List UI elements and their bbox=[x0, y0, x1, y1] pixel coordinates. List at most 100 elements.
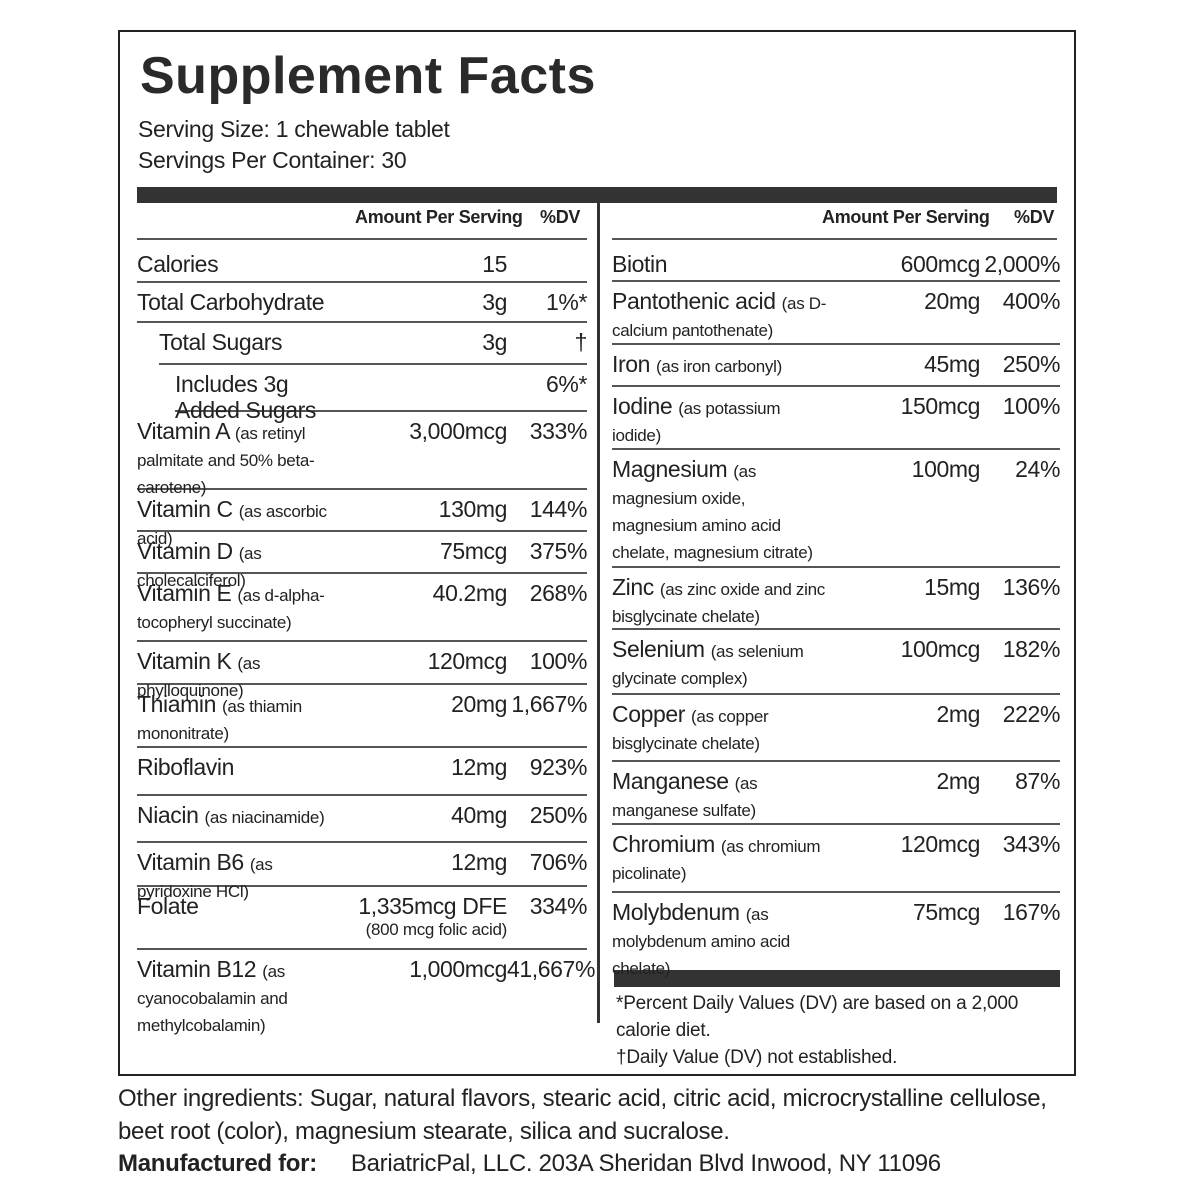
amount-cell: 1,000mcg bbox=[337, 956, 507, 982]
nutrient-cell: Vitamin E (as d-alpha-tocopheryl succina… bbox=[137, 580, 337, 634]
dv-cell: 706% bbox=[507, 849, 588, 875]
nutrient-source: (as magnesium oxide, magnesium amino aci… bbox=[612, 462, 813, 562]
daily-value: 2,000% bbox=[984, 251, 1060, 277]
amount: 40mg bbox=[451, 802, 507, 828]
dv-cell: 375% bbox=[507, 538, 588, 564]
amount-cell: 130mg bbox=[337, 496, 508, 522]
amount-cell: 12mg bbox=[337, 849, 507, 875]
nutrient-name: Biotin bbox=[612, 251, 668, 277]
nutrient-name: Iron bbox=[612, 351, 651, 377]
amount: 100mcg bbox=[900, 636, 981, 662]
nutrient-row: Copper (as copper bisglycinate chelate) 2… bbox=[612, 695, 1060, 762]
nutrient-source: (as molybdenum amino acid chelate) bbox=[612, 905, 790, 978]
daily-value: 144% bbox=[529, 496, 588, 522]
nutrient-cell: Chromium (as chromium picolinate) bbox=[612, 831, 830, 885]
nutrient-name: Niacin bbox=[137, 802, 199, 828]
thick-rule bbox=[614, 970, 1060, 987]
nutrient-cell: Thiamin (as thiamin mononitrate) bbox=[137, 691, 337, 745]
nutrient-source: (as cyanocobalamin and methylcobalamin) bbox=[137, 962, 288, 1035]
thick-rule bbox=[137, 187, 1057, 203]
amount-cell: 1,335mcg DFE (800 mcg folic acid) bbox=[337, 893, 507, 941]
nutrient-source: (as copper bisglycinate chelate) bbox=[612, 707, 769, 753]
daily-value: 334% bbox=[529, 893, 588, 919]
nutrient-source: (as iron carbonyl) bbox=[656, 357, 782, 376]
daily-value: 41,667% bbox=[507, 956, 595, 982]
daily-value: 167% bbox=[1002, 899, 1061, 925]
header-amount: Amount Per Serving bbox=[355, 207, 523, 227]
amount-cell: 12mg bbox=[337, 754, 507, 780]
dv-cell: 333% bbox=[507, 418, 588, 444]
nutrient-row: Pantothenic acid (as D-calcium pantothen… bbox=[612, 282, 1060, 345]
daily-value: 250% bbox=[1002, 351, 1061, 377]
daily-value: 250% bbox=[529, 802, 588, 828]
header-rule bbox=[137, 238, 587, 240]
daily-value: 100% bbox=[1002, 393, 1061, 419]
daily-value: 1%* bbox=[546, 289, 587, 315]
nutrient-name: Zinc bbox=[612, 574, 654, 600]
nutrient-row: Manganese (as manganese sulfate) 2mg 87% bbox=[612, 762, 1060, 825]
nutrient-cell: Zinc (as zinc oxide and zinc bisglycinat… bbox=[612, 574, 830, 628]
servings-per-container: Servings Per Container: 30 bbox=[138, 147, 407, 173]
nutrient-row: Niacin (as niacinamide) 40mg 250% bbox=[137, 796, 587, 843]
nutrient-row: Iodine (as potassium iodide) 150mcg 100% bbox=[612, 387, 1060, 450]
amount: 120mcg bbox=[427, 648, 508, 674]
column-divider bbox=[597, 203, 600, 1023]
amount: 15mg bbox=[924, 574, 980, 600]
nutrient-cell: Manganese (as manganese sulfate) bbox=[612, 768, 830, 822]
nutrient-cell: Magnesium (as magnesium oxide, magnesium… bbox=[612, 456, 830, 564]
nutrient-cell: Vitamin C (as ascorbic acid) bbox=[137, 496, 337, 550]
nutrient-row: Vitamin K (as phylloquinone) 120mcg 100% bbox=[137, 642, 587, 700]
nutrient-cell: Copper (as copper bisglycinate chelate) bbox=[612, 701, 830, 755]
nutrient-name: Folate bbox=[137, 893, 199, 919]
nutrient-name: Iodine bbox=[612, 393, 673, 419]
amount-cell: 2mg bbox=[830, 768, 980, 794]
dv-cell: 100% bbox=[980, 393, 1061, 419]
amount-cell: 20mg bbox=[830, 288, 980, 314]
nutrient-name: Vitamin C bbox=[137, 496, 233, 522]
nutrient-row: Vitamin B12 (as cyanocobalamin and methy… bbox=[137, 950, 595, 1035]
dv-cell: 250% bbox=[507, 802, 588, 828]
nutrient-name: Calories bbox=[137, 251, 219, 277]
nutrient-source: (as manganese sulfate) bbox=[612, 774, 758, 820]
amount: 75mcg bbox=[439, 538, 507, 564]
nutrient-source: (as d-alpha-tocopheryl succinate) bbox=[137, 586, 325, 632]
daily-value: 6%* bbox=[546, 371, 587, 397]
nutrient-cell: Selenium (as selenium glycinate complex) bbox=[612, 636, 830, 690]
nutrient-cell: Folate bbox=[137, 893, 337, 919]
nutrient-row: Chromium (as chromium picolinate) 120mcg 3… bbox=[612, 825, 1060, 893]
nutrient-source: (as thiamin mononitrate) bbox=[137, 697, 302, 743]
amount-cell: 120mcg bbox=[830, 831, 981, 857]
amount-cell: 75mcg bbox=[337, 538, 507, 564]
amount-cell: 15 bbox=[337, 251, 507, 277]
nutrient-name: Magnesium bbox=[612, 456, 728, 482]
nutrient-name: Molybdenum bbox=[612, 899, 740, 925]
nutrient-source: (as D-calcium pantothenate) bbox=[612, 294, 827, 340]
nutrient-source: (as potassium iodide) bbox=[612, 399, 781, 445]
serving-size: Serving Size: 1 chewable tablet bbox=[138, 116, 450, 142]
dv-cell: 167% bbox=[980, 899, 1061, 925]
dv-cell: 334% bbox=[507, 893, 588, 919]
amount-cell: 75mcg bbox=[830, 899, 980, 925]
amount-cell: 600mcg bbox=[830, 251, 981, 277]
amount-cell: 20mg bbox=[337, 691, 507, 717]
nutrient-name: Vitamin D bbox=[137, 538, 233, 564]
dv-cell: † bbox=[507, 329, 588, 355]
amount-cell: 40mg bbox=[337, 802, 507, 828]
nutrient-cell: Calories bbox=[137, 251, 337, 277]
amount: 12mg bbox=[451, 849, 507, 875]
dv-cell: 182% bbox=[980, 636, 1061, 662]
nutrient-row: Includes 3g Added Sugars 6%* bbox=[175, 365, 587, 423]
manufacturer-label: Manufactured for: bbox=[118, 1150, 317, 1177]
amount: 100mg bbox=[911, 456, 981, 482]
amount-cell: 120mcg bbox=[337, 648, 508, 674]
nutrient-row: Riboflavin 12mg 923% bbox=[137, 748, 587, 796]
daily-value: 400% bbox=[1002, 288, 1061, 314]
amount-note: (800 mcg folic acid) bbox=[365, 920, 508, 939]
nutrient-cell: Includes 3g Added Sugars bbox=[175, 371, 337, 423]
nutrient-cell: Iodine (as potassium iodide) bbox=[612, 393, 830, 447]
nutrient-cell: Vitamin A (as retinyl palmitate and 50% … bbox=[137, 418, 337, 499]
nutrient-source: (as chromium picolinate) bbox=[612, 837, 821, 883]
nutrient-row: Total Sugars 3g † bbox=[159, 323, 587, 365]
other-ingredients: Other ingredients: Sugar, natural flavor… bbox=[118, 1085, 1047, 1145]
title: Supplement Facts bbox=[140, 47, 596, 105]
